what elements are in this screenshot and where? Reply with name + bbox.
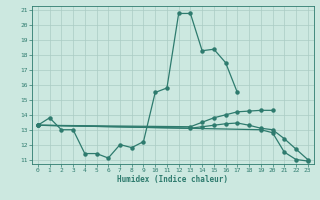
X-axis label: Humidex (Indice chaleur): Humidex (Indice chaleur) [117, 175, 228, 184]
